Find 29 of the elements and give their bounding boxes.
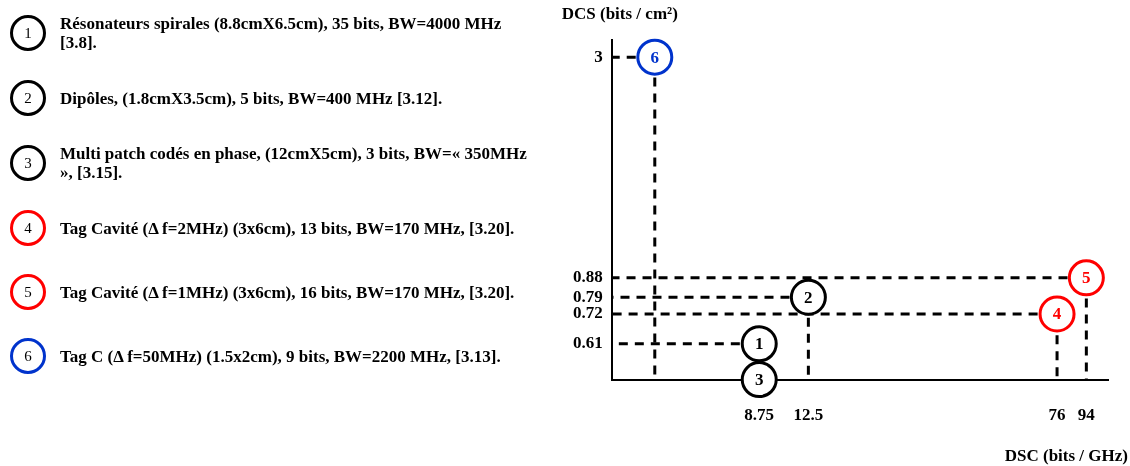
text: 1 <box>24 24 32 41</box>
x-tick-label: 94 <box>1077 405 1096 425</box>
annotation: 6 <box>650 47 660 67</box>
legend-label: Dipôles, (1.8cmX3.5cm), 5 bits, BW=400 MHz [3.12]. <box>60 88 444 108</box>
x-tick-label: 76 <box>1048 405 1066 425</box>
x-tick-label: 8.75 <box>744 405 775 425</box>
x-axis-title: DSC (bits / GHz) <box>1004 445 1128 465</box>
text: 6 <box>24 347 32 364</box>
y-tick-label: 3 <box>594 46 603 66</box>
y-axis-title: DCS (bits / cm²) <box>561 3 678 23</box>
legend-label: Multi patch codés en phase, (12cmX5cm), 3 bits, BW=« 350MHz », [3.15]. <box>60 144 528 182</box>
legend-label: Résonateurs spirales (8.8cmX6.5cm), 35 bits, BW=4000 MHz [3.8]. <box>60 14 503 52</box>
annotation: 1 <box>754 334 764 354</box>
y-tick-label: 0.61 <box>573 333 603 353</box>
legend-label: Tag C (Δ f=50MHz) (1.5x2cm), 9 bits, BW=2200 MHz, [3.13]. <box>60 346 502 366</box>
annotation: 5 <box>1082 268 1091 288</box>
text: 5 <box>24 283 32 300</box>
legend-label: Tag Cavité (Δ f=2MHz) (3x6cm), 13 bits, BW=170 MHz, [3.20]. <box>60 218 516 238</box>
annotation: 2 <box>804 287 813 307</box>
annotation: 3 <box>754 369 764 389</box>
y-tick-label: 0.79 <box>573 286 603 306</box>
text: 2 <box>24 89 32 106</box>
text: 4 <box>24 219 32 236</box>
legend-label: Tag Cavité (Δ f=1MHz) (3x6cm), 16 bits, BW=170 MHz, [3.20]. <box>60 282 516 302</box>
x-tick-label: 12.5 <box>793 405 824 425</box>
y-tick-label: 0.72 <box>573 303 603 323</box>
y-tick-label: 0.88 <box>573 267 603 287</box>
annotation: 4 <box>1052 304 1062 324</box>
text: 3 <box>24 154 32 171</box>
